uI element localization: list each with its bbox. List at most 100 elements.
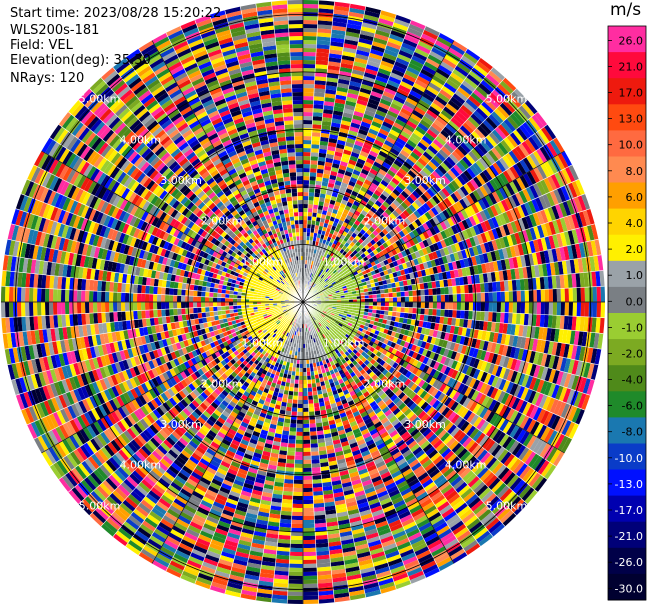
velocity-gate (452, 68, 467, 81)
velocity-gate (292, 503, 303, 508)
velocity-gate (314, 72, 327, 78)
velocity-gate (388, 237, 396, 245)
velocity-gate (291, 523, 303, 529)
velocity-gate (551, 275, 557, 289)
velocity-gate (344, 302, 349, 305)
velocity-gate (525, 186, 535, 201)
velocity-gate (463, 423, 473, 435)
velocity-gate (468, 347, 475, 357)
velocity-gate (327, 318, 332, 322)
velocity-gate (490, 523, 506, 537)
velocity-gate (322, 281, 327, 286)
velocity-gate (596, 302, 602, 318)
velocity-gate (448, 439, 460, 451)
velocity-gate (338, 276, 343, 281)
velocity-gate (428, 173, 439, 183)
velocity-gate (350, 217, 357, 224)
velocity-gate (420, 327, 427, 335)
velocity-gate (435, 151, 446, 162)
velocity-gate (292, 507, 303, 512)
ray-separator (302, 301, 586, 411)
velocity-gate (378, 231, 386, 238)
velocity-gate (429, 244, 436, 253)
velocity-gate (505, 438, 516, 452)
velocity-gate (388, 415, 398, 424)
velocity-gate (552, 355, 560, 370)
velocity-gate (590, 364, 599, 381)
velocity-gate (504, 197, 514, 211)
velocity-gate (323, 307, 329, 310)
velocity-gate (416, 256, 423, 265)
velocity-gate (341, 255, 347, 261)
velocity-gate (310, 447, 319, 452)
velocity-gate (362, 284, 368, 290)
velocity-gate (496, 302, 501, 313)
velocity-gate (411, 351, 419, 360)
velocity-gate (486, 206, 495, 219)
velocity-gate (495, 402, 505, 415)
velocity-gate (428, 302, 433, 309)
velocity-gate (571, 316, 577, 331)
velocity-gate (342, 208, 350, 215)
velocity-gate (463, 409, 473, 421)
velocity-gate (412, 359, 419, 367)
velocity-gate (459, 335, 466, 345)
velocity-gate (352, 169, 361, 176)
velocity-gate (410, 428, 420, 438)
velocity-gate (354, 140, 364, 147)
velocity-gate (368, 305, 373, 310)
velocity-gate (435, 249, 442, 259)
velocity-gate (465, 136, 477, 149)
velocity-gate (456, 405, 466, 416)
velocity-gate (314, 291, 319, 295)
velocity-gate (342, 195, 350, 202)
velocity-gate (318, 283, 323, 288)
velocity-gate (438, 32, 454, 44)
velocity-gate (303, 475, 313, 481)
velocity-gate (567, 230, 575, 245)
velocity-gate (507, 395, 517, 409)
velocity-gate (289, 559, 303, 564)
velocity-gate (391, 177, 400, 186)
velocity-gate (326, 73, 339, 79)
velocity-gate (571, 344, 578, 360)
velocity-gate (338, 329, 344, 334)
velocity-gate (403, 285, 409, 292)
velocity-gate (303, 108, 314, 113)
velocity-gate (314, 192, 321, 198)
velocity-gate (291, 407, 298, 412)
velocity-gate (356, 302, 361, 305)
velocity-gate (590, 240, 598, 256)
velocity-gate (444, 184, 454, 195)
velocity-gate (303, 575, 318, 580)
velocity-gate (599, 317, 605, 334)
velocity-gate (397, 413, 406, 422)
velocity-gate (345, 214, 352, 221)
velocity-gate (424, 163, 435, 174)
velocity-gate (412, 82, 426, 93)
velocity-gate (343, 329, 349, 334)
velocity-gate (428, 218, 437, 227)
velocity-gate (346, 137, 356, 145)
velocity-gate (486, 321, 492, 332)
velocity-gate (419, 425, 429, 435)
velocity-gate (412, 51, 428, 62)
velocity-gate (465, 153, 476, 165)
velocity-gate (419, 475, 432, 485)
velocity-gate (547, 430, 558, 445)
velocity-gate (551, 205, 560, 220)
velocity-gate (443, 228, 451, 238)
velocity-gate (448, 153, 460, 165)
velocity-gate (465, 439, 476, 451)
velocity-gate (344, 247, 350, 253)
velocity-gate (399, 149, 410, 158)
velocity-gate (556, 302, 561, 316)
velocity-gate (428, 488, 441, 499)
velocity-gate (575, 408, 585, 425)
velocity-gate (326, 312, 331, 316)
velocity-gate (394, 185, 404, 194)
velocity-gate (344, 104, 356, 111)
velocity-gate (291, 411, 298, 416)
velocity-gate (539, 250, 546, 265)
velocity-gate (317, 289, 322, 293)
